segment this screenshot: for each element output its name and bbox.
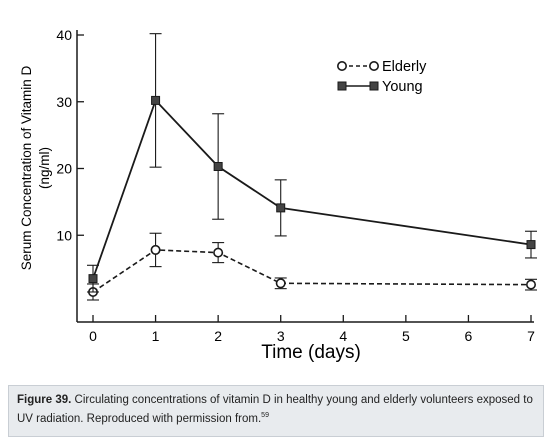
x-tick-label: 1 — [152, 328, 160, 344]
x-tick-label: 0 — [89, 328, 97, 344]
x-tick-label: 7 — [527, 328, 535, 344]
x-axis-label: Time (days) — [261, 342, 361, 363]
elderly-legend-label: Elderly — [382, 59, 427, 75]
x-tick-label: 4 — [339, 328, 347, 344]
young-point — [369, 81, 379, 91]
young-point — [337, 81, 347, 91]
young-legend-label: Young — [382, 79, 423, 95]
series — [87, 33, 537, 301]
y-axis-unit: (ng/ml) — [37, 147, 52, 189]
young-point — [151, 95, 161, 105]
caption-label: Figure 39. — [17, 394, 72, 406]
y-tick-label: 10 — [56, 227, 72, 243]
x-tick-label: 3 — [277, 328, 285, 344]
elderly-point — [336, 60, 347, 71]
figure-caption: Figure 39. Circulating concentrations of… — [8, 385, 544, 437]
axes — [76, 30, 534, 323]
caption-reference: 59 — [261, 412, 269, 419]
elderly-point — [150, 244, 161, 255]
y-tick-label: 20 — [56, 161, 72, 177]
x-tick-label: 5 — [402, 328, 410, 344]
young-point — [213, 161, 223, 171]
caption-text: Circulating concentrations of vitamin D … — [17, 394, 533, 425]
elderly-point — [275, 278, 286, 289]
elderly-point — [368, 60, 379, 71]
elderly-point — [525, 279, 536, 290]
young-point — [276, 203, 286, 213]
legend: Elderly Young — [336, 59, 427, 95]
y-tick-label: 40 — [56, 27, 72, 43]
young-point — [526, 240, 536, 250]
ticks: 0 1 2 3 4 5 6 7 10 20 30 40 — [56, 27, 535, 344]
chart: 0 1 2 3 4 5 6 7 10 20 30 40 Elderly Young Time (days… — [19, 27, 537, 363]
y-axis-label: Serum Concentration of Vitamin D — [19, 65, 34, 270]
elderly-point — [213, 247, 224, 258]
elderly-series-line — [92, 249, 532, 293]
x-tick-label: 2 — [214, 328, 222, 344]
young-point — [88, 274, 98, 284]
x-tick-label: 6 — [465, 328, 473, 344]
y-tick-label: 30 — [56, 94, 72, 110]
